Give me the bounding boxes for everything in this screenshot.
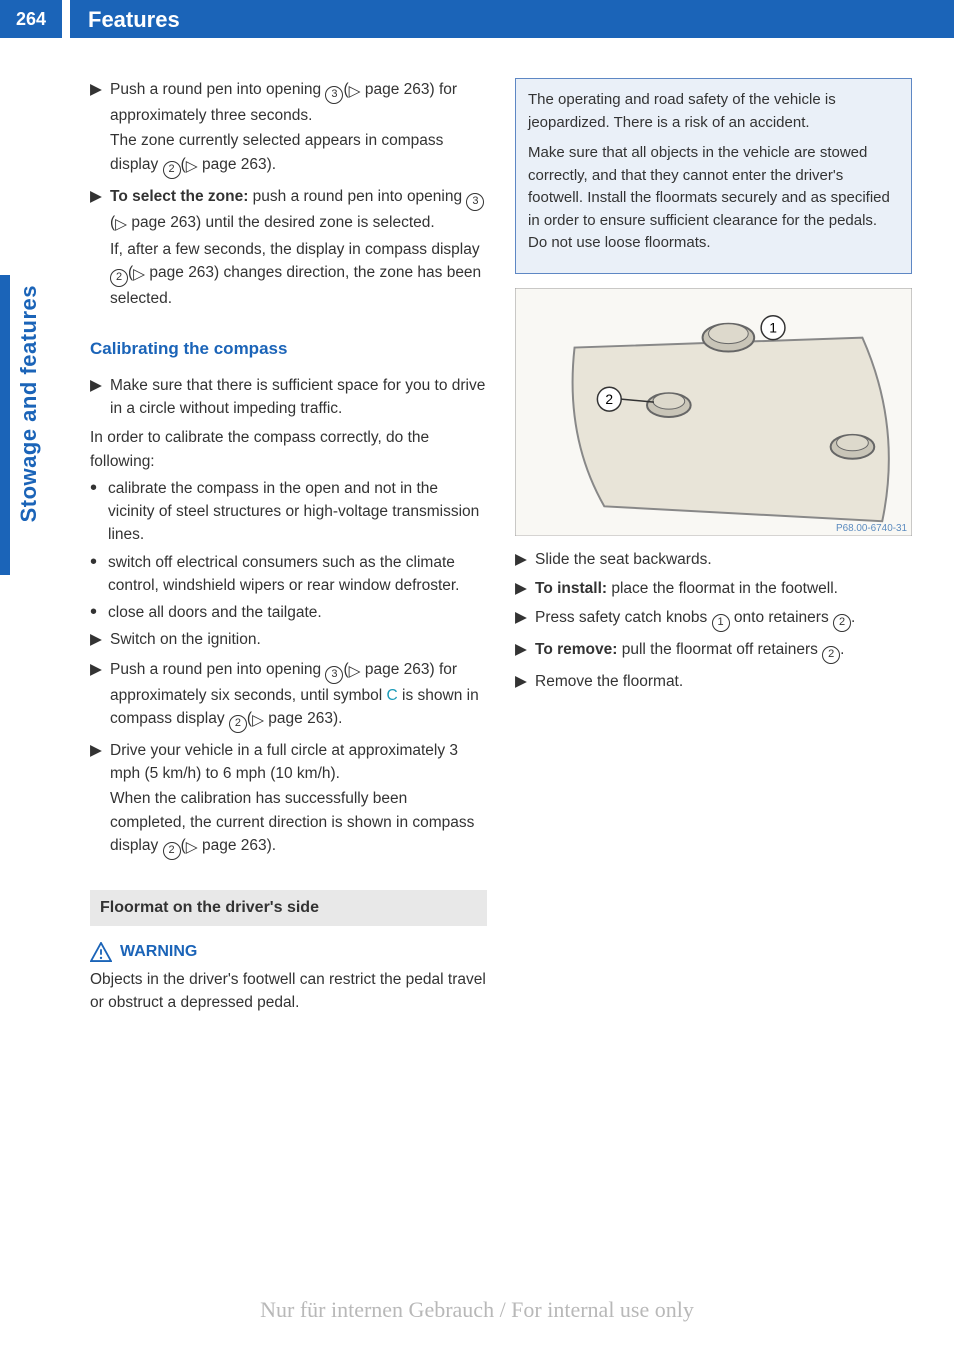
ref-icon: ▷ (186, 836, 198, 859)
callout-2-icon: 2 (110, 269, 128, 287)
info-paragraph: Make sure that all objects in the vehicl… (528, 142, 899, 255)
triangle-bullet-icon: ▶ (515, 577, 535, 602)
figure-callout-1: 1 (769, 319, 777, 335)
callout-2-icon: 2 (163, 161, 181, 179)
floormat-diagram: 1 2 P68.00-6740-31 (515, 288, 912, 536)
bullet-body: Press safety catch knobs 1 onto retainer… (535, 606, 912, 634)
ref-icon: ▷ (186, 155, 198, 178)
bullet-item: ▶ Remove the floormat. (515, 670, 912, 695)
warning-heading: WARNING (90, 934, 487, 968)
paragraph: In order to calibrate the compass correc… (90, 426, 487, 473)
bullet-item: ▶ To install: place the floormat in the … (515, 577, 912, 602)
bullet-body: Push a round pen into opening 3(▷ page 2… (110, 78, 487, 181)
bullet-text: Drive your vehicle in a full circle at a… (110, 739, 487, 786)
info-box: The operating and road safety of the veh… (515, 78, 912, 274)
callout-1-icon: 1 (712, 614, 730, 632)
bullet-item: ▶ Drive your vehicle in a full circle at… (90, 739, 487, 862)
right-column: The operating and road safety of the veh… (515, 78, 912, 1018)
ref-icon: ▷ (133, 263, 145, 286)
bullet-item: ▶ To remove: pull the floormat off retai… (515, 638, 912, 666)
side-tab-label: Stowage and features (12, 285, 45, 522)
page-number: 264 (0, 0, 62, 38)
bullet-text: Push a round pen into opening 3(▷ page 2… (110, 658, 487, 733)
bullet-item: ▶ Push a round pen into opening 3(▷ page… (90, 658, 487, 735)
triangle-bullet-icon: ▶ (515, 606, 535, 634)
bullet-body: Switch on the ignition. (110, 628, 487, 653)
bullet-body: Remove the floormat. (535, 670, 912, 695)
heading-floormat: Floormat on the driver's side (90, 890, 487, 926)
dot-text: close all doors and the tailgate. (108, 601, 322, 624)
bullet-body: Push a round pen into opening 3(▷ page 2… (110, 658, 487, 735)
dot-bullet-icon: • (90, 601, 108, 624)
callout-3-icon: 3 (466, 193, 484, 211)
side-tab-strip (0, 275, 10, 575)
bullet-text: The zone currently selected appears in c… (110, 129, 487, 178)
bullet-item: ▶ Push a round pen into opening 3(▷ page… (90, 78, 487, 181)
bullet-text: To install: place the floormat in the fo… (535, 577, 912, 600)
callout-3-icon: 3 (325, 666, 343, 684)
bullet-body: To install: place the floormat in the fo… (535, 577, 912, 602)
dot-bullet-icon: • (90, 551, 108, 598)
triangle-bullet-icon: ▶ (90, 374, 110, 423)
bullet-text: When the calibration has successfully be… (110, 787, 487, 860)
triangle-bullet-icon: ▶ (90, 628, 110, 653)
bullet-body: Slide the seat backwards. (535, 548, 912, 573)
ref-icon: ▷ (115, 213, 127, 236)
triangle-bullet-icon: ▶ (515, 670, 535, 695)
bullet-item: ▶ Slide the seat backwards. (515, 548, 912, 573)
dot-bullet-icon: • (90, 477, 108, 547)
left-column: ▶ Push a round pen into opening 3(▷ page… (90, 78, 487, 1018)
floormat-figure: 1 2 P68.00-6740-31 (515, 288, 912, 536)
dot-text: switch off electrical consumers such as … (108, 551, 487, 598)
callout-2-icon: 2 (163, 842, 181, 860)
warning-text: Objects in the driver's footwell can res… (90, 968, 487, 1015)
bullet-text: Switch on the ignition. (110, 628, 487, 651)
dot-item: • switch off electrical consumers such a… (90, 551, 487, 598)
chapter-title: Features (70, 0, 954, 38)
bullet-item: ▶ Press safety catch knobs 1 onto retain… (515, 606, 912, 634)
watermark-text: Nur für internen Gebrauch / For internal… (0, 1293, 954, 1326)
ref-icon: ▷ (349, 660, 361, 683)
content-area: ▶ Push a round pen into opening 3(▷ page… (0, 38, 954, 1018)
dot-text: calibrate the compass in the open and no… (108, 477, 487, 547)
bullet-body: To select the zone: push a round pen int… (110, 185, 487, 313)
bullet-text: Make sure that there is sufficient space… (110, 374, 487, 421)
triangle-bullet-icon: ▶ (515, 548, 535, 573)
dot-item: • calibrate the compass in the open and … (90, 477, 487, 547)
bullet-text: To select the zone: push a round pen int… (110, 185, 487, 236)
figure-callout-2: 2 (605, 391, 613, 407)
warning-label: WARNING (120, 940, 197, 964)
triangle-bullet-icon: ▶ (90, 185, 110, 313)
symbol-c: C (387, 687, 398, 704)
dot-item: • close all doors and the tailgate. (90, 601, 487, 624)
callout-2-icon: 2 (833, 614, 851, 632)
callout-2-icon: 2 (229, 715, 247, 733)
page-header: 264 Features (0, 0, 954, 38)
header-gap (62, 0, 70, 38)
bullet-text: To remove: pull the floormat off retaine… (535, 638, 912, 664)
warning-triangle-icon (90, 942, 112, 962)
triangle-bullet-icon: ▶ (90, 658, 110, 735)
triangle-bullet-icon: ▶ (90, 78, 110, 181)
bullet-text: Press safety catch knobs 1 onto retainer… (535, 606, 912, 632)
bullet-text: Push a round pen into opening 3(▷ page 2… (110, 78, 487, 127)
bullet-body: Make sure that there is sufficient space… (110, 374, 487, 423)
bullet-item: ▶ Make sure that there is sufficient spa… (90, 374, 487, 423)
bullet-body: Drive your vehicle in a full circle at a… (110, 739, 487, 862)
ref-icon: ▷ (252, 709, 264, 732)
bullet-item: ▶ Switch on the ignition. (90, 628, 487, 653)
bullet-text: Remove the floormat. (535, 670, 912, 693)
triangle-bullet-icon: ▶ (515, 638, 535, 666)
info-paragraph: The operating and road safety of the veh… (528, 89, 899, 134)
bullet-text: If, after a few seconds, the display in … (110, 238, 487, 311)
callout-2-icon: 2 (822, 646, 840, 664)
callout-3-icon: 3 (325, 86, 343, 104)
bullet-text: Slide the seat backwards. (535, 548, 912, 571)
ref-icon: ▷ (349, 80, 361, 103)
bullet-body: To remove: pull the floormat off retaine… (535, 638, 912, 666)
heading-calibrating: Calibrating the compass (90, 336, 487, 362)
triangle-bullet-icon: ▶ (90, 739, 110, 862)
bullet-item: ▶ To select the zone: push a round pen i… (90, 185, 487, 313)
figure-code: P68.00-6740-31 (836, 523, 908, 534)
